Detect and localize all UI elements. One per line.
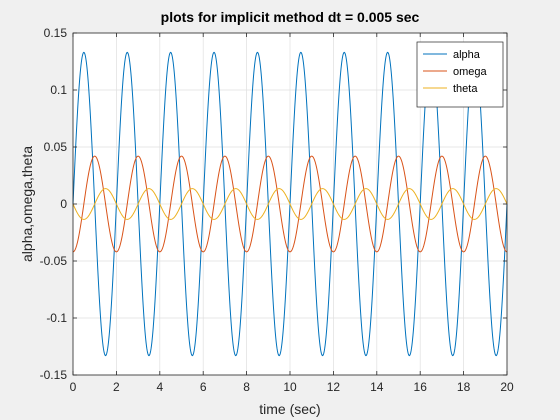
series-line-theta — [72, 188, 508, 220]
x-tick-label: 4 — [156, 380, 163, 394]
y-tick-label: 0.15 — [44, 26, 68, 40]
x-tick-label: 14 — [370, 380, 384, 394]
x-tick-label: 6 — [200, 380, 207, 394]
y-tick-label: 0.05 — [44, 140, 68, 154]
y-tick-label: -0.15 — [40, 368, 68, 382]
x-tick-label: 0 — [70, 380, 77, 394]
legend-box — [416, 41, 504, 108]
legend-label-theta: theta — [453, 83, 478, 95]
ticks: 0 2 4 6 8 10 12 14 16 18 20 -0.15 -0.1 -0.05 0 0.05 0.1 0… — [40, 26, 514, 394]
y-tick-label: -0.05 — [40, 254, 68, 268]
x-tick-label: 18 — [457, 380, 471, 394]
x-tick-label: 12 — [327, 380, 341, 394]
x-tick-label: 20 — [500, 380, 514, 394]
legend: alpha omega theta — [416, 41, 504, 108]
x-tick-label: 10 — [283, 380, 297, 394]
series-line-omega — [72, 155, 508, 253]
y-tick-label: 0.1 — [50, 83, 67, 97]
y-tick-label: 0 — [60, 197, 67, 211]
y-axis-label: alpha,omega,theta — [19, 146, 35, 262]
x-tick-label: 2 — [113, 380, 120, 394]
y-tick-label: -0.1 — [46, 311, 67, 325]
legend-label-alpha: alpha — [453, 49, 481, 61]
x-axis-label: time (sec) — [259, 401, 320, 417]
chart-title: plots for implicit method dt = 0.005 sec — [161, 9, 420, 25]
legend-label-omega: omega — [453, 66, 488, 78]
x-tick-label: 16 — [414, 380, 428, 394]
x-tick-label: 8 — [243, 380, 250, 394]
